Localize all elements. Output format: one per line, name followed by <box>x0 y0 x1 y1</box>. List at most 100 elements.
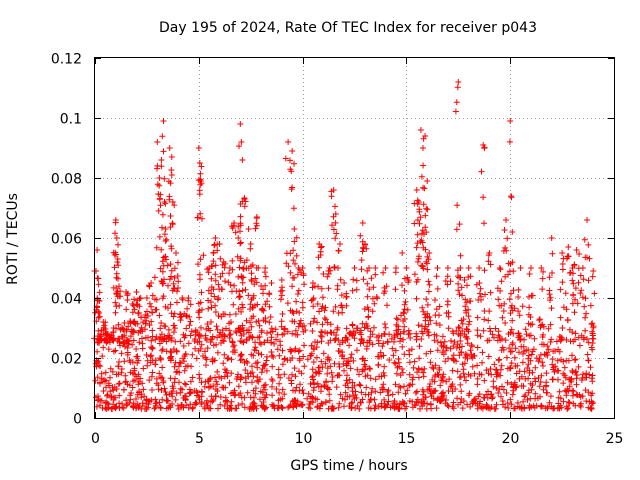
data-point <box>229 339 236 346</box>
data-point <box>535 358 542 365</box>
data-point <box>195 261 201 268</box>
data-point <box>276 380 283 387</box>
data-point <box>464 326 471 333</box>
y-tick-label: 0 <box>73 412 82 428</box>
data-point <box>576 251 583 257</box>
data-point <box>463 299 470 306</box>
data-point <box>187 378 194 385</box>
chart-title: Day 195 of 2024, Rate Of TEC Index for r… <box>159 20 537 36</box>
data-point <box>495 296 502 303</box>
data-point <box>553 338 560 345</box>
data-point <box>480 142 487 148</box>
data-point <box>107 388 114 395</box>
data-point <box>460 316 467 323</box>
data-point <box>137 295 144 301</box>
data-point <box>144 362 151 369</box>
data-point <box>346 376 353 383</box>
data-point <box>559 250 566 256</box>
data-point <box>586 371 593 378</box>
data-point <box>284 300 291 307</box>
data-point <box>192 399 199 406</box>
data-point <box>420 145 426 151</box>
data-point <box>408 346 415 353</box>
data-point <box>290 404 297 411</box>
data-point <box>282 325 288 332</box>
data-point <box>339 304 346 311</box>
data-point <box>192 345 199 352</box>
data-point <box>222 398 229 405</box>
data-point <box>162 238 169 244</box>
data-point <box>503 217 509 223</box>
data-point <box>414 388 420 395</box>
data-point <box>366 265 372 271</box>
data-point <box>319 364 326 371</box>
data-point <box>343 293 350 300</box>
data-point <box>414 240 421 247</box>
data-point <box>223 325 229 332</box>
data-point <box>580 276 587 283</box>
data-point <box>314 319 321 326</box>
data-point <box>560 358 567 365</box>
data-point <box>198 324 204 331</box>
data-point <box>254 301 261 308</box>
data-point <box>295 348 302 355</box>
data-point <box>525 311 532 318</box>
data-point <box>525 352 532 359</box>
data-point <box>447 345 454 352</box>
data-point <box>359 220 366 226</box>
data-point <box>104 338 111 345</box>
data-point <box>466 318 473 325</box>
data-point <box>474 344 481 351</box>
data-point <box>221 351 228 358</box>
data-point <box>318 358 325 365</box>
data-point <box>121 358 128 365</box>
data-point <box>206 383 213 390</box>
data-point <box>296 368 302 375</box>
data-point <box>318 383 325 390</box>
data-point <box>426 281 433 288</box>
data-point <box>539 286 546 293</box>
data-point <box>327 267 334 274</box>
data-point <box>143 317 150 324</box>
data-point <box>249 363 255 370</box>
data-point <box>124 381 131 388</box>
data-point <box>457 399 464 406</box>
data-point <box>216 373 222 380</box>
data-point <box>165 336 172 343</box>
data-point <box>121 320 128 326</box>
data-point <box>151 274 158 281</box>
data-point <box>440 342 447 349</box>
data-point <box>590 323 597 330</box>
data-point <box>237 257 244 264</box>
data-point <box>413 187 420 193</box>
data-point <box>146 283 153 290</box>
data-point <box>239 287 246 294</box>
data-point <box>187 318 194 325</box>
data-point <box>434 265 441 271</box>
data-point <box>384 302 390 309</box>
data-point <box>543 351 550 358</box>
data-point <box>495 390 502 396</box>
data-point <box>574 372 580 378</box>
data-point <box>307 393 314 400</box>
data-point <box>345 360 351 367</box>
data-point <box>399 282 405 289</box>
data-point <box>179 386 186 393</box>
data-point <box>459 328 466 334</box>
data-point <box>300 353 307 360</box>
data-point <box>287 157 293 164</box>
data-point <box>527 332 534 339</box>
data-point <box>401 323 408 330</box>
data-point <box>107 374 113 381</box>
data-point <box>389 391 396 398</box>
data-point <box>176 359 183 366</box>
data-point <box>290 205 297 212</box>
data-point <box>262 282 269 289</box>
data-point <box>98 331 105 338</box>
data-point <box>277 296 284 303</box>
data-point <box>153 375 160 382</box>
data-point <box>310 345 317 352</box>
data-point <box>521 368 528 375</box>
data-point <box>324 319 331 326</box>
data-point <box>404 387 411 394</box>
